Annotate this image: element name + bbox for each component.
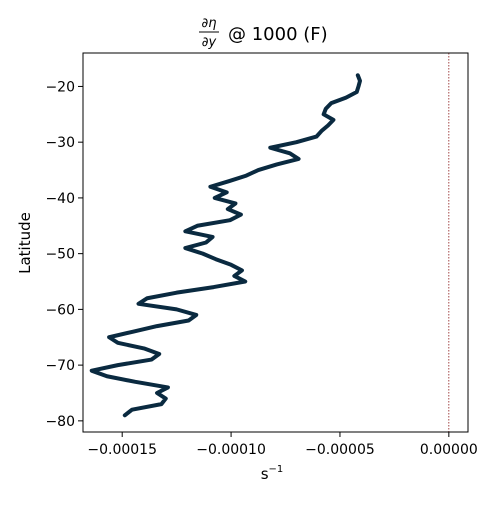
chart-title-denominator: ∂y: [202, 35, 217, 50]
x-tick-label: −0.00015: [87, 442, 157, 458]
x-axis-label-unit: s: [261, 465, 269, 483]
x-tick-label: −0.00010: [196, 442, 266, 458]
x-axis-label-exponent: −1: [269, 464, 284, 475]
x-tick-label: 0.00000: [420, 442, 478, 458]
x-axis-label: s−1: [261, 464, 284, 483]
y-tick-label: −50: [45, 247, 75, 263]
chart-title: @ 1000 (F): [228, 24, 328, 45]
x-tick-label: −0.00005: [305, 442, 375, 458]
y-tick-label: −20: [45, 79, 75, 95]
chart-title-numerator: ∂η: [202, 16, 217, 31]
y-tick-label: −80: [45, 414, 75, 430]
y-axis-label: Latitude: [16, 212, 34, 274]
y-tick-label: −30: [45, 135, 75, 151]
plot-area-frame: [82, 52, 469, 433]
series-layer: [89, 73, 362, 418]
y-tick-label: −60: [45, 302, 75, 318]
y-tick-label: −70: [45, 358, 75, 374]
y-tick-label: −40: [45, 191, 75, 207]
x-axis-ticks: −0.00015 −0.00010 −0.00005 0.00000: [87, 432, 478, 458]
y-axis-ticks: −20 −30 −40 −50 −60 −70 −80: [45, 79, 83, 430]
series-line-0: [89, 73, 362, 418]
